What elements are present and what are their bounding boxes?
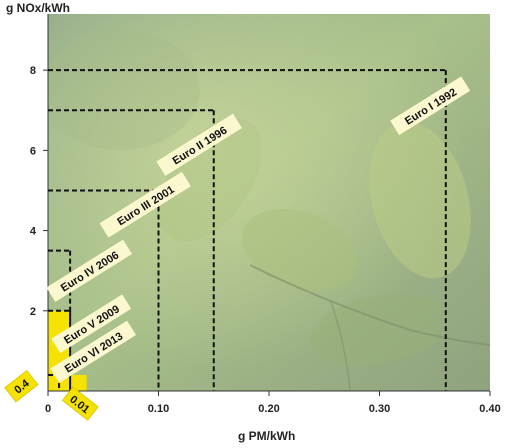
x-tick-label-4: 0.40 (479, 403, 500, 415)
label-box (50, 320, 137, 383)
axis-ticks: 0 0.10 0.20 0.30 0.40 2 4 6 8 (30, 65, 501, 415)
label-box (156, 113, 243, 176)
label-box (51, 294, 132, 354)
x-tick-label-1: 0.10 (148, 403, 169, 415)
x-tick-label-2: 0.20 (258, 403, 279, 415)
y-axis-title: g NOx/kWh (6, 1, 70, 15)
y-tick-label-1: 4 (30, 226, 37, 238)
x-tick-label-3: 0.30 (369, 403, 390, 415)
x-tick-label-0: 0 (45, 403, 51, 415)
label-box (390, 76, 471, 136)
y-tick-label-2: 6 (30, 145, 36, 157)
callout-pm-tag: 0.01 (61, 386, 99, 421)
label-box (99, 171, 191, 238)
label-box (46, 239, 133, 302)
leaf-background (48, 14, 490, 391)
y-tick-label-3: 8 (30, 65, 36, 77)
y-tick-label-0: 2 (30, 306, 36, 318)
callout-nox-tag: 0.4 (4, 369, 39, 403)
x-axis-title: g PM/kWh (238, 429, 295, 443)
